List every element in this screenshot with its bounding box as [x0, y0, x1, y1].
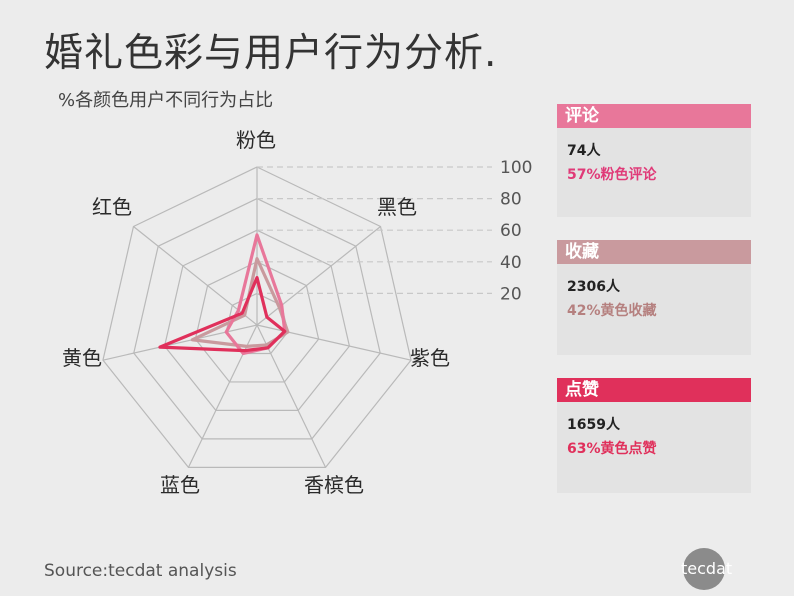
category-label: 黑色: [377, 195, 417, 219]
category-label: 紫色: [410, 346, 450, 370]
comment-card-title: 评论: [557, 104, 751, 128]
collect-card: 收藏 2306人 42%黄色收藏: [557, 240, 751, 355]
grid-spoke: [102, 324, 258, 361]
collect-card-title: 收藏: [557, 240, 751, 264]
grid-ring-60: [163, 229, 351, 412]
like-card-count: 1659人: [567, 417, 620, 433]
comment-card-desc: 57%粉色评论: [567, 167, 657, 183]
collect-card-desc: 42%黄色收藏: [567, 303, 657, 319]
tick-label: 100: [500, 158, 532, 178]
grid-spoke: [256, 226, 381, 326]
page-title: 婚礼色彩与用户行为分析.: [44, 31, 498, 76]
comment-card: 评论 74人 57%粉色评论: [557, 104, 751, 217]
comment-card-count: 74人: [567, 143, 601, 159]
tick-label: 20: [500, 284, 522, 304]
tecdat-logo-text: tecdat: [681, 559, 733, 578]
category-label: 粉色: [236, 128, 276, 152]
like-card-desc: 63%黄色点赞: [567, 441, 657, 457]
source-note: Source:tecdat analysis: [44, 561, 237, 581]
grid-ring-100: [102, 166, 412, 468]
tick-label: 80: [500, 190, 522, 210]
chart-subtitle: %各颜色用户不同行为占比: [58, 90, 274, 111]
collect-card-count: 2306人: [567, 279, 620, 295]
like-card-title: 点赞: [557, 378, 751, 402]
category-label: 蓝色: [160, 473, 200, 497]
tick-label: 40: [500, 253, 522, 273]
category-label: 黄色: [62, 346, 102, 370]
tecdat-logo: [683, 548, 725, 590]
grid-spoke: [187, 324, 258, 468]
series-1: [190, 257, 290, 348]
category-label: 香槟色: [304, 473, 364, 497]
grid-spoke: [133, 226, 258, 326]
category-label: 红色: [92, 195, 132, 219]
grid-ring-80: [133, 197, 381, 440]
series-2: [158, 276, 287, 353]
tick-label: 60: [500, 221, 522, 241]
grid-ring-40: [194, 261, 320, 383]
like-card: 点赞 1659人 63%黄色点赞: [557, 378, 751, 493]
